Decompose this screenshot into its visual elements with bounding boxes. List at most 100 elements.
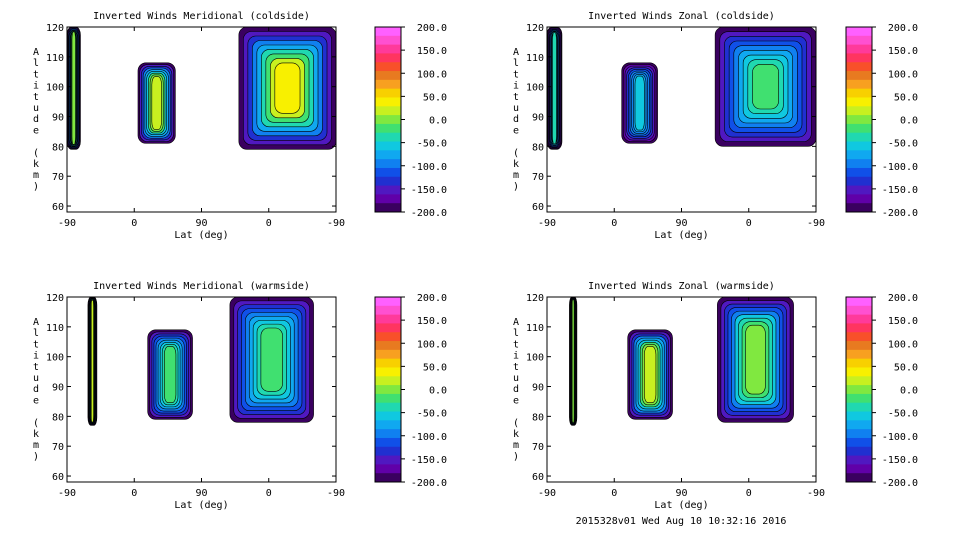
colorbar-segment (375, 297, 401, 307)
colorbar-segment (846, 53, 872, 63)
y-axis-label-char: t (33, 362, 39, 373)
y-axis-label-char: t (513, 339, 519, 350)
chart-title: Inverted Winds Meridional (warmside) (93, 281, 310, 292)
x-tick-label: -90 (538, 488, 556, 499)
contour-band (644, 346, 657, 404)
contour-band (571, 299, 575, 423)
colorbar-segment (846, 305, 872, 316)
colorbar-segment (375, 97, 401, 107)
colorbar-label: -200.0 (411, 208, 447, 219)
contour-band (634, 75, 645, 131)
x-tick-label: 90 (675, 488, 687, 499)
colorbar-segment (375, 115, 401, 125)
colorbar-label: 150.0 (888, 46, 918, 57)
colorbar-segment (846, 455, 872, 465)
contour-region-2 (621, 62, 658, 144)
colorbar-segment (375, 185, 401, 195)
colorbar-segment (375, 437, 401, 448)
colorbar-label: 100.0 (417, 69, 447, 80)
y-axis-label-char: u (513, 373, 519, 384)
y-tick-label: 60 (532, 202, 544, 213)
y-tick-label: 120 (46, 293, 64, 304)
colorbar-segment (375, 411, 401, 421)
y-axis-label-char: A (33, 317, 39, 328)
colorbar-segment (846, 62, 872, 72)
colorbar-label: 50.0 (423, 362, 447, 373)
colorbar-segment (846, 159, 872, 169)
colorbar-label: -150.0 (882, 455, 918, 466)
colorbar-segment (846, 367, 872, 377)
colorbar-label: -100.0 (882, 162, 918, 173)
colorbar-segment (846, 376, 872, 386)
colorbar-segment (375, 176, 401, 187)
y-axis-label-char: d (33, 384, 39, 395)
colorbar-segment (375, 376, 401, 386)
colorbar: 200.0 150.0 100.0 50.0 0.0 -50.0 -100.0 -150.0 -… (845, 293, 918, 489)
x-tick-label: 0 (746, 488, 752, 499)
colorbar-label: -50.0 (888, 139, 918, 150)
chart-panel-2: Inverted Winds Zonal (coldside) 60 70 80 90 1… (513, 11, 918, 241)
colorbar-segment (375, 349, 401, 360)
y-tick-label: 110 (526, 323, 544, 334)
colorbar-label: 0.0 (900, 116, 918, 127)
y-tick-label: 80 (52, 142, 64, 153)
colorbar-segment (375, 35, 401, 46)
x-tick-label: 90 (195, 488, 207, 499)
y-axis-label-char: k (33, 429, 39, 440)
colorbar-segment (375, 106, 401, 116)
colorbar-segment (846, 464, 872, 474)
chart-panel-1: Inverted Winds Meridional (coldside) 60 70… (33, 11, 447, 241)
colorbar-segment (375, 429, 401, 439)
x-tick-label: -90 (807, 488, 825, 499)
colorbar-label: 200.0 (888, 23, 918, 34)
contour-region-2 (627, 329, 673, 420)
colorbar-segment (846, 115, 872, 125)
contour-region-2 (147, 329, 193, 420)
colorbar-segment (375, 167, 401, 178)
y-axis-label-char: e (513, 395, 519, 406)
colorbar-segment (846, 297, 872, 307)
y-axis-label-char: i (33, 351, 39, 362)
colorbar-label: -100.0 (411, 432, 447, 443)
colorbar-segment (846, 358, 872, 368)
x-tick-label: -90 (58, 488, 76, 499)
colorbar-label: 200.0 (417, 23, 447, 34)
colorbar-segment (846, 27, 872, 37)
y-tick-label: 80 (52, 412, 64, 423)
colorbar-label: 0.0 (429, 116, 447, 127)
contour-band (274, 62, 301, 114)
colorbar-segment (375, 150, 401, 160)
y-axis-label-char: A (33, 47, 39, 58)
colorbar-segment (375, 123, 401, 134)
colorbar-segment (375, 367, 401, 377)
colorbar-segment (375, 464, 401, 474)
y-axis-label-char: m (33, 170, 39, 181)
contour-region-1 (87, 296, 98, 426)
y-axis-label-char: t (513, 92, 519, 103)
colorbar: 200.0 150.0 100.0 50.0 0.0 -50.0 -100.0 -150.0 -… (374, 23, 447, 219)
x-tick-label: -90 (58, 218, 76, 229)
colorbar-segment (846, 420, 872, 430)
y-tick-label: 70 (52, 172, 64, 183)
contour-band (745, 324, 766, 395)
y-axis-label-char: u (513, 103, 519, 114)
colorbar-segment (375, 62, 401, 72)
x-axis-label: Lat (deg) (654, 230, 708, 241)
y-axis-label-char: t (513, 69, 519, 80)
chart-title: Inverted Winds Zonal (warmside) (588, 281, 775, 292)
y-tick-label: 70 (532, 442, 544, 453)
colorbar: 200.0 150.0 100.0 50.0 0.0 -50.0 -100.0 -150.0 -… (845, 23, 918, 219)
x-tick-label: 0 (266, 488, 272, 499)
chart-panel-3: Inverted Winds Meridional (warmside) 60 70… (33, 281, 447, 511)
y-axis-label-char: u (33, 373, 39, 384)
y-tick-label: 100 (526, 83, 544, 94)
x-tick-label: 0 (746, 218, 752, 229)
colorbar-label: -200.0 (411, 478, 447, 489)
colorbar-label: -100.0 (882, 432, 918, 443)
y-axis-label-char: m (513, 440, 519, 451)
y-axis-label-char: t (33, 339, 39, 350)
colorbar-label: 150.0 (888, 316, 918, 327)
colorbar-label: -150.0 (882, 185, 918, 196)
